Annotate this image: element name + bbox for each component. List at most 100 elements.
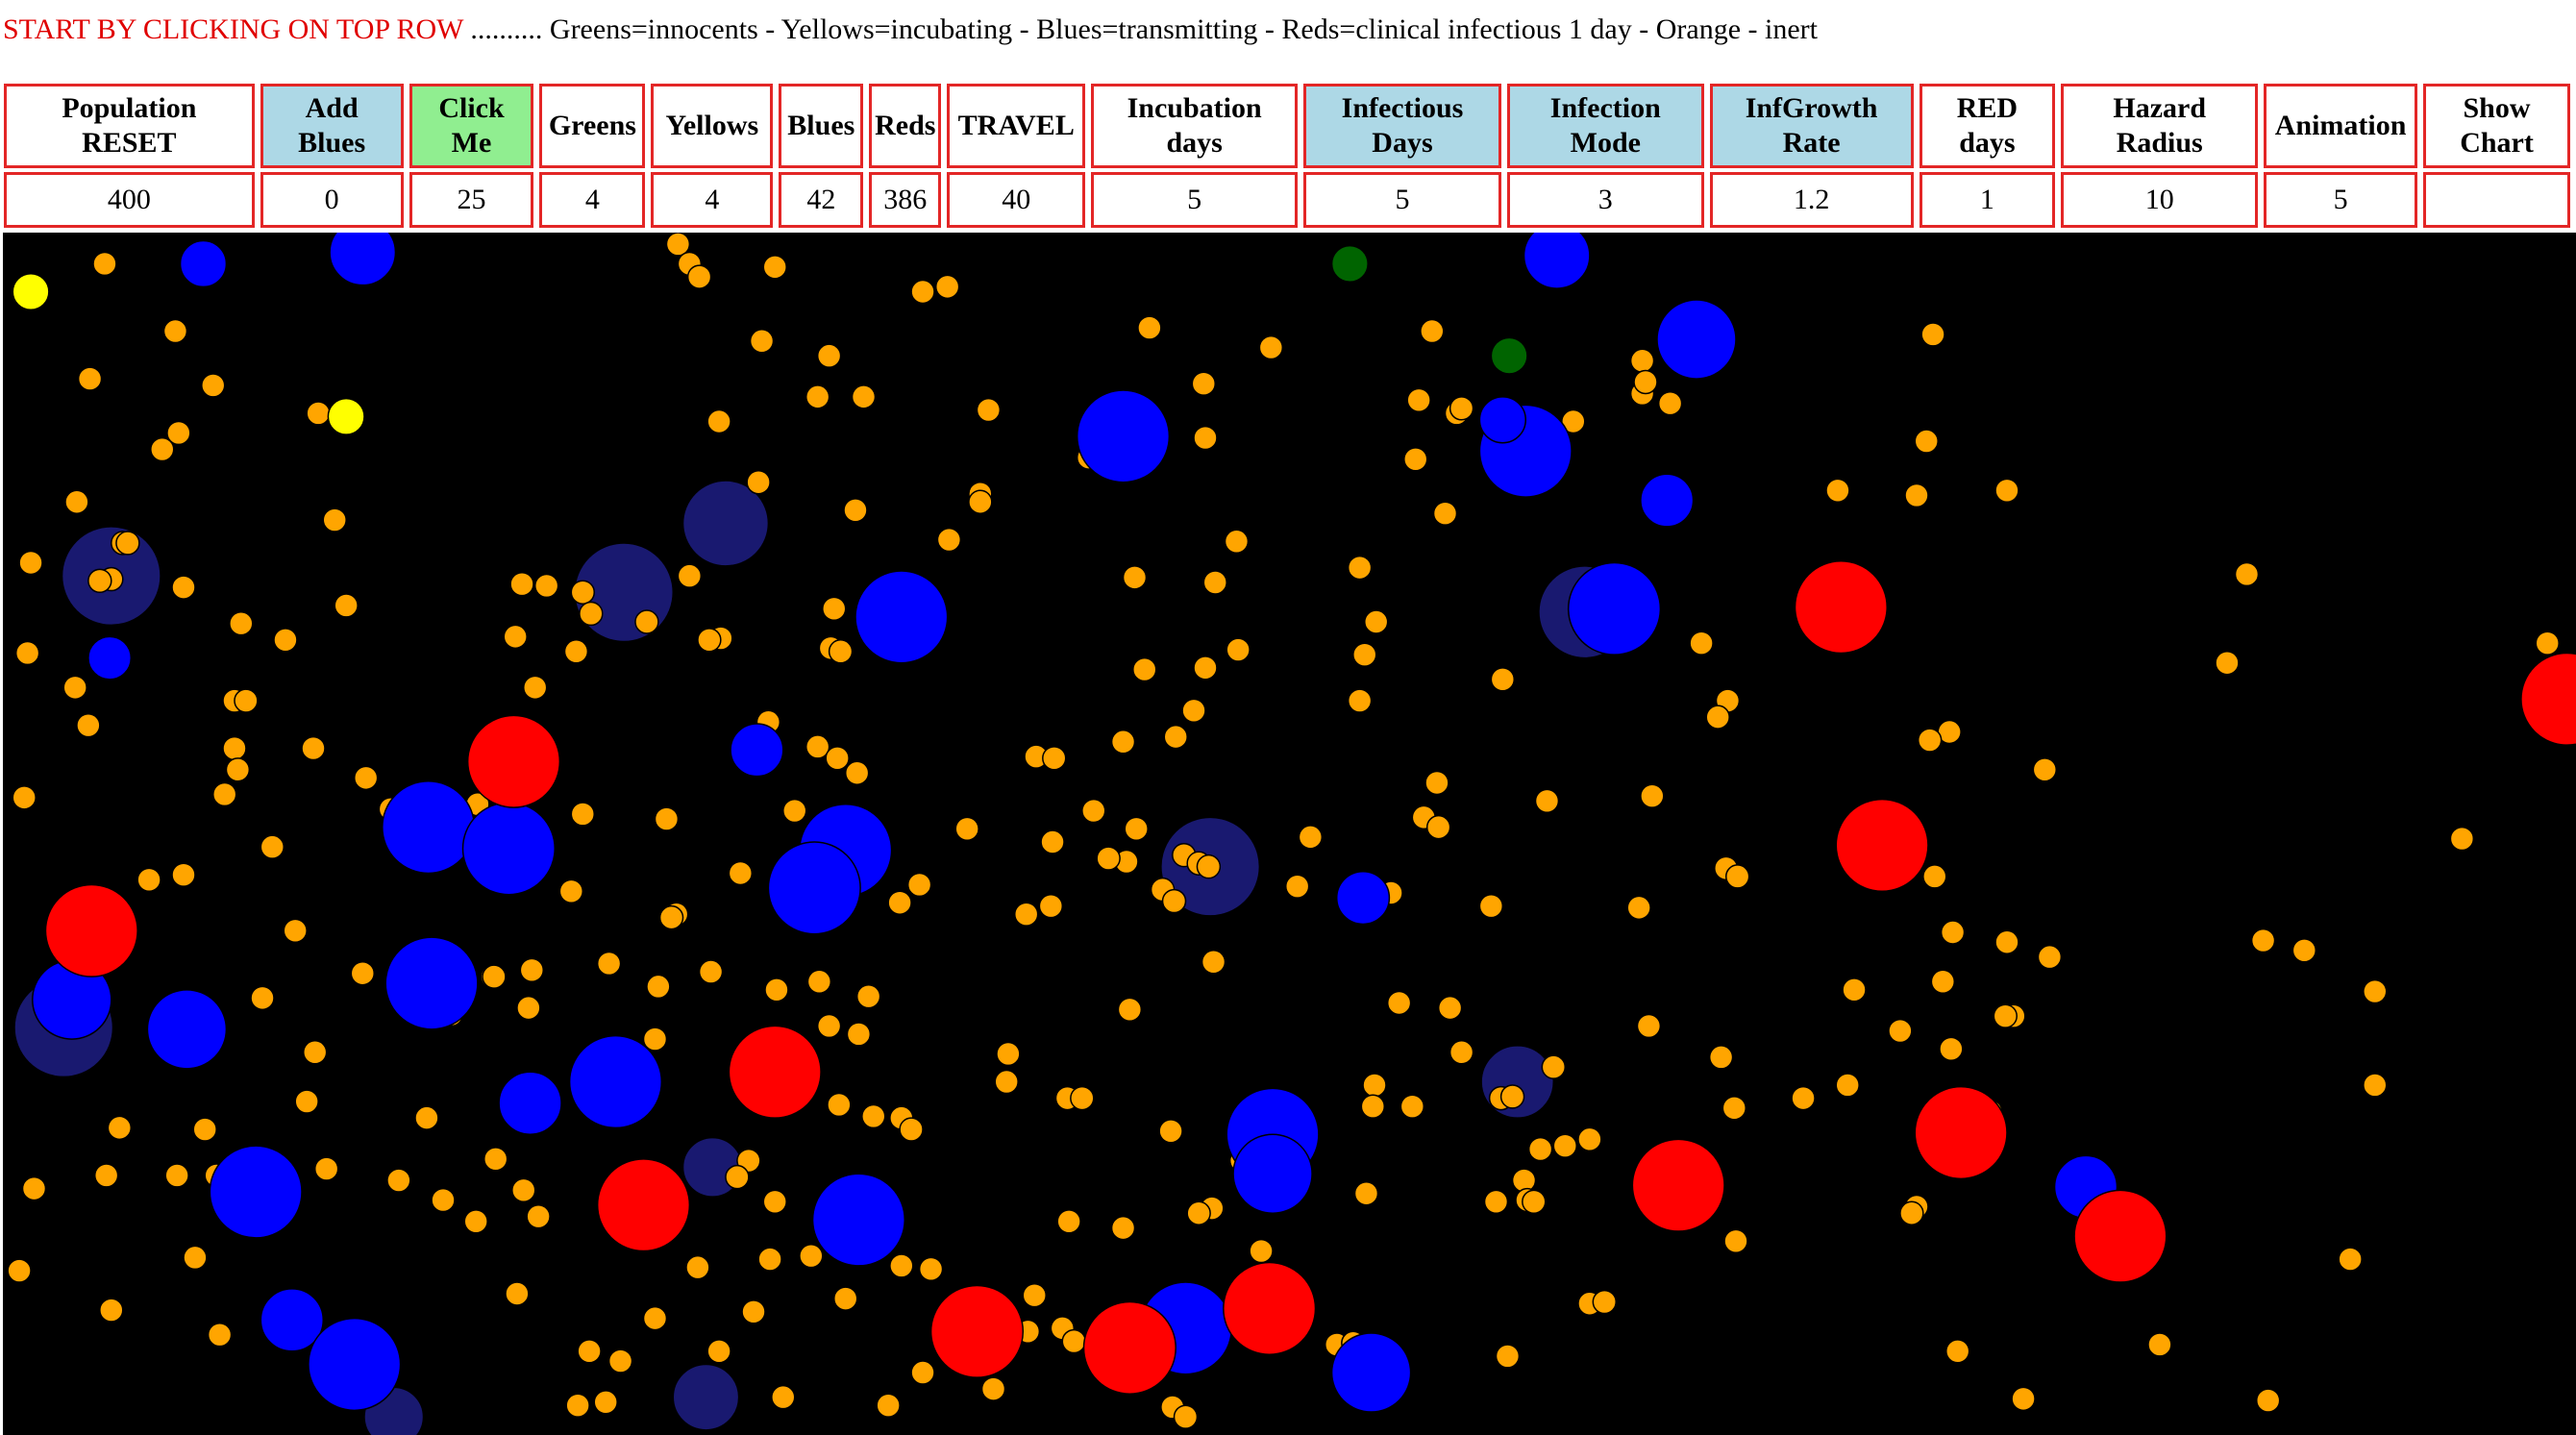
orange-inert-dot xyxy=(2363,978,2388,1004)
orange-inert-dot xyxy=(107,1115,133,1141)
green-innocent-dot xyxy=(1330,244,1369,283)
greens-header: Greens xyxy=(539,84,646,168)
click-me-button[interactable]: Click Me xyxy=(409,84,534,168)
orange-inert-dot xyxy=(2250,928,2276,953)
blue-transmitting-dot xyxy=(1232,1133,1313,1214)
orange-inert-dot xyxy=(1201,950,1226,975)
orange-inert-dot xyxy=(1825,478,1850,503)
orange-inert-dot xyxy=(596,951,622,977)
orange-inert-dot xyxy=(851,384,877,409)
orange-inert-dot xyxy=(1038,893,1064,919)
travel-button[interactable]: TRAVEL xyxy=(947,84,1086,168)
orange-inert-dot xyxy=(822,596,847,622)
orange-inert-dot xyxy=(1022,1282,1047,1308)
blue-transmitting-dot xyxy=(568,1034,663,1129)
orange-inert-dot xyxy=(593,1390,618,1415)
red-days-button[interactable]: RED days xyxy=(1919,84,2056,168)
blue-transmitting-dot xyxy=(730,723,784,778)
greens-value: 4 xyxy=(539,172,646,228)
orange-inert-dot xyxy=(1196,854,1222,879)
incubation-days-button[interactable]: Incubation days xyxy=(1091,84,1299,168)
red-clinical-dot xyxy=(1794,560,1888,655)
infgrowth-rate-button[interactable]: InfGrowth Rate xyxy=(1709,84,1914,168)
travel-value: 40 xyxy=(947,172,1086,228)
orange-inert-dot xyxy=(192,1117,217,1142)
orange-inert-dot xyxy=(697,628,722,653)
orange-inert-dot xyxy=(846,1022,872,1047)
blue-transmitting-dot xyxy=(461,802,556,896)
orange-inert-dot xyxy=(1158,1119,1183,1144)
red-clinical-dot xyxy=(1631,1138,1725,1232)
orange-inert-dot xyxy=(1224,529,1250,554)
orange-inert-dot xyxy=(306,401,331,426)
show-chart-button[interactable]: Show Chart xyxy=(2423,84,2570,168)
population-reset-button[interactable]: Population RESET xyxy=(4,84,255,168)
blue-transmitting-dot xyxy=(1330,1332,1412,1413)
orange-inert-dot xyxy=(1070,1085,1095,1111)
orange-inert-dot xyxy=(503,624,528,650)
orange-inert-dot xyxy=(1298,825,1324,850)
orange-inert-dot xyxy=(533,573,559,599)
orange-inert-dot xyxy=(1173,1404,1199,1429)
orange-inert-dot xyxy=(511,1177,536,1203)
orange-inert-dot xyxy=(273,628,298,653)
orange-inert-dot xyxy=(1406,387,1431,413)
orange-inert-dot xyxy=(136,867,161,893)
hazard-radius-value: 10 xyxy=(2061,172,2259,228)
animation-value: 5 xyxy=(2264,172,2418,228)
orange-inert-dot xyxy=(806,969,832,994)
orange-inert-dot xyxy=(1930,969,1956,994)
blues-value: 42 xyxy=(779,172,864,228)
orange-inert-dot xyxy=(1552,1133,1577,1158)
orange-inert-dot xyxy=(706,408,731,434)
orange-inert-dot xyxy=(607,1348,633,1373)
orange-inert-dot xyxy=(463,1209,488,1234)
orange-inert-dot xyxy=(658,904,684,930)
hazard-radius-button[interactable]: Hazard Radius xyxy=(2061,84,2259,168)
infgrowth-rate-value: 1.2 xyxy=(1709,172,1914,228)
orange-inert-dot xyxy=(1914,429,1939,454)
orange-inert-dot xyxy=(1629,348,1655,373)
orange-inert-dot xyxy=(1386,990,1412,1016)
red-clinical-dot xyxy=(929,1284,1025,1378)
orange-inert-dot xyxy=(431,1187,456,1213)
orange-inert-dot xyxy=(833,1286,858,1311)
orange-inert-dot xyxy=(99,1298,124,1323)
orange-inert-dot xyxy=(642,1027,668,1052)
orange-inert-dot xyxy=(250,985,275,1011)
simulation-canvas[interactable] xyxy=(3,233,2576,1435)
orange-inert-dot xyxy=(570,802,595,827)
orange-inert-dot xyxy=(634,609,659,634)
orange-inert-dot xyxy=(1124,816,1149,842)
orange-inert-dot xyxy=(1132,656,1157,682)
orange-inert-dot xyxy=(1360,1094,1386,1119)
blue-transmitting-dot xyxy=(1523,233,1591,289)
instructions-banner: START BY CLICKING ON TOP ROW .......... … xyxy=(3,13,1818,46)
orange-inert-dot xyxy=(1364,609,1389,634)
orange-inert-dot xyxy=(825,746,850,771)
add-blues-button[interactable]: Add Blues xyxy=(260,84,404,168)
orange-inert-dot xyxy=(906,872,932,898)
orange-inert-dot xyxy=(1117,997,1143,1023)
orange-inert-dot xyxy=(843,498,868,523)
orange-inert-dot xyxy=(899,1117,924,1142)
orange-inert-dot xyxy=(350,961,375,986)
orange-inert-dot xyxy=(642,1305,668,1331)
control-table: Population RESET Add Blues Click Me Greens … xyxy=(0,84,2576,228)
orange-inert-dot xyxy=(229,610,254,636)
incubation-days-value: 5 xyxy=(1091,172,1299,228)
orange-inert-dot xyxy=(225,757,251,782)
orange-inert-dot xyxy=(686,264,712,289)
orange-inert-dot xyxy=(563,639,589,664)
orange-inert-dot xyxy=(1110,730,1136,755)
blue-transmitting-dot xyxy=(260,1288,325,1352)
infectious-days-button[interactable]: Infectious Days xyxy=(1303,84,1501,168)
infection-mode-button[interactable]: Infection Mode xyxy=(1506,84,1704,168)
orange-inert-dot xyxy=(1478,893,1504,919)
orange-inert-dot xyxy=(827,1092,852,1118)
shadow-arc xyxy=(681,480,770,567)
orange-inert-dot xyxy=(1347,555,1373,581)
animation-button[interactable]: Animation xyxy=(2264,84,2418,168)
orange-inert-dot xyxy=(646,974,671,1000)
orange-inert-dot xyxy=(816,1013,842,1039)
